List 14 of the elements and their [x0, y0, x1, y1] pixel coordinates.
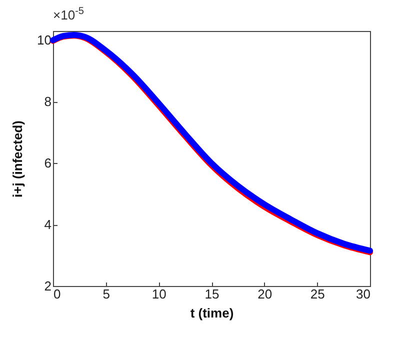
x-tick-label: 20 [258, 286, 272, 302]
x-tick-label: 0 [54, 286, 61, 302]
y-axis-title: i+j (infected) [10, 120, 26, 198]
x-axis-title: t (time) [190, 306, 234, 320]
x-tick-label: 10 [152, 286, 166, 302]
x-tick-label: 25 [310, 286, 325, 302]
y-tick-label: 2 [44, 278, 52, 294]
y-tick-label: 6 [44, 156, 52, 171]
y-tick-label: 8 [44, 94, 52, 110]
x-tick-label: 30 [356, 286, 370, 302]
x-tick-label: 15 [204, 286, 220, 302]
axis-multiplier-note: ×10$^{-5}$ [53, 6, 84, 22]
x-tick-label: 5 [102, 286, 110, 302]
y-tick-label: 4 [44, 217, 52, 232]
